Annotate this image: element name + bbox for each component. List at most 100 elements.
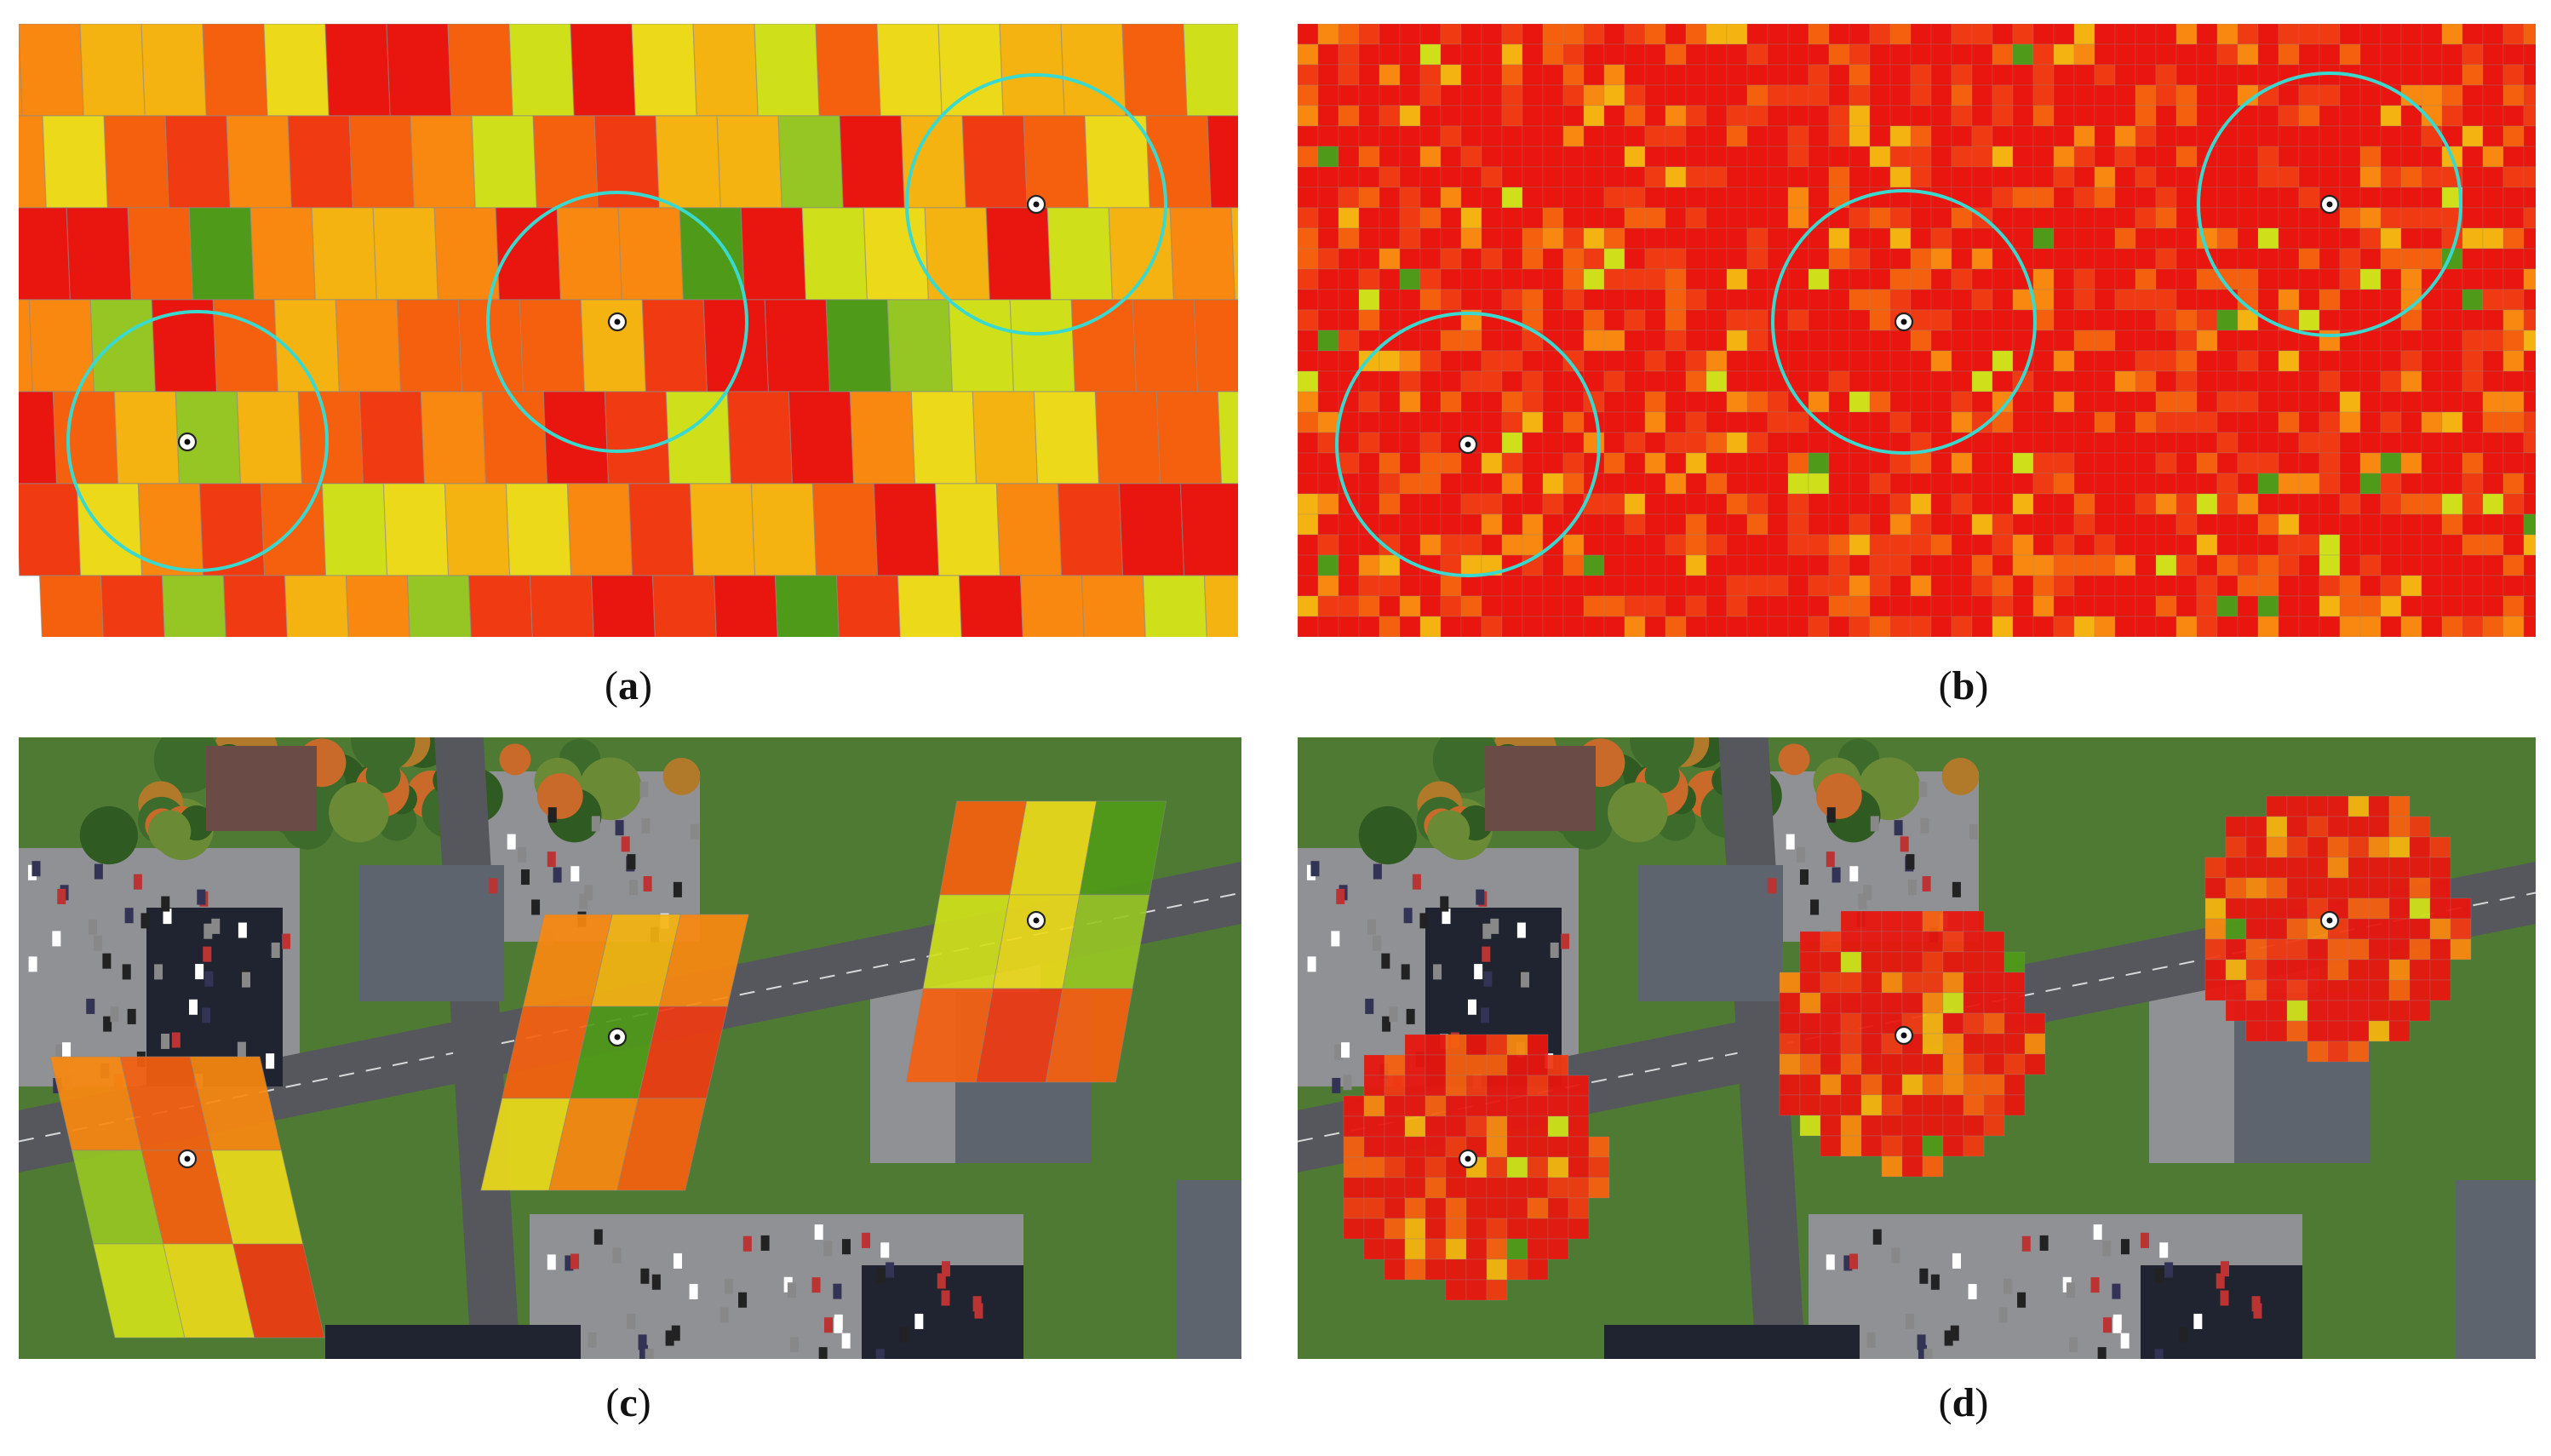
heat-cell bbox=[2196, 64, 2218, 86]
heat-cell bbox=[1501, 534, 1523, 556]
heat-patch-cell bbox=[1527, 1136, 1549, 1158]
heat-cell bbox=[2012, 166, 2034, 188]
heat-cell bbox=[2155, 186, 2177, 209]
heat-cell bbox=[2053, 166, 2075, 188]
heat-cell bbox=[1399, 452, 1421, 474]
heat-patch-cell bbox=[1527, 1258, 1549, 1281]
parked-car bbox=[547, 807, 557, 823]
heat-cell bbox=[2339, 432, 2361, 454]
heat-patch-cell bbox=[2450, 938, 2472, 960]
heat-cell bbox=[2339, 105, 2361, 127]
heat-cell bbox=[1298, 534, 1319, 556]
heat-patch-cell bbox=[2347, 918, 2370, 940]
heat-patch-cell bbox=[2307, 836, 2329, 858]
heat-cell bbox=[1440, 43, 1462, 66]
heat-cell bbox=[2094, 248, 2116, 270]
parked-car bbox=[1332, 1077, 1341, 1093]
parked-car bbox=[188, 999, 198, 1015]
heat-patch-cell bbox=[1901, 1115, 1923, 1137]
heat-cell bbox=[2421, 595, 2443, 617]
heat-cell bbox=[1808, 391, 1830, 413]
heat-cell bbox=[2319, 309, 2341, 331]
heat-patch-cell bbox=[2368, 795, 2390, 817]
heat-patch-cell bbox=[1465, 1238, 1488, 1260]
heat-cell bbox=[249, 207, 316, 301]
heat-cell bbox=[2319, 452, 2341, 474]
heat-cell bbox=[2073, 432, 2095, 454]
heat-patch-cell bbox=[1486, 1075, 1508, 1097]
heat-cell bbox=[2298, 166, 2320, 188]
parked-car bbox=[638, 1334, 647, 1350]
heat-cell bbox=[1930, 84, 1952, 106]
heat-cell bbox=[2196, 493, 2218, 515]
heat-cell bbox=[1746, 575, 1769, 597]
heat-cell bbox=[2523, 452, 2536, 474]
heat-cell bbox=[2278, 105, 2300, 127]
heat-cell bbox=[2237, 146, 2259, 168]
heat-cell bbox=[1460, 105, 1482, 127]
heat-cell bbox=[1583, 575, 1605, 597]
heat-cell bbox=[2237, 370, 2259, 393]
parked-car bbox=[841, 1333, 851, 1349]
heat-cell bbox=[1869, 595, 1891, 617]
building-roof bbox=[325, 1325, 581, 1359]
heat-cell bbox=[1379, 227, 1401, 249]
heat-cell bbox=[1542, 24, 1564, 45]
heat-patch-cell bbox=[1527, 1115, 1549, 1138]
heat-cell bbox=[1869, 207, 1891, 229]
heat-cell bbox=[1358, 268, 1380, 290]
parked-car bbox=[1952, 1253, 1961, 1269]
heat-cell bbox=[1501, 43, 1523, 66]
heat-cell bbox=[1808, 493, 1830, 515]
heat-cell bbox=[1542, 391, 1564, 413]
heat-cell bbox=[2135, 411, 2157, 433]
heat-cell bbox=[1992, 473, 2014, 495]
parked-car bbox=[122, 964, 131, 980]
heat-patch-cell bbox=[1568, 1095, 1590, 1117]
heat-cell bbox=[1317, 207, 1339, 229]
heat-cell bbox=[1317, 105, 1339, 127]
heat-patch-cell bbox=[1486, 1156, 1508, 1178]
heat-cell bbox=[1358, 207, 1380, 229]
heat-patch-cell bbox=[1425, 1115, 1447, 1138]
parked-car bbox=[900, 1327, 909, 1343]
heat-cell bbox=[2482, 452, 2504, 474]
panel-a-circles bbox=[66, 73, 1167, 572]
heat-cell bbox=[958, 575, 1023, 637]
heat-patch-cell bbox=[2307, 1020, 2329, 1042]
location-marker-2 bbox=[1894, 312, 1914, 332]
heat-cell bbox=[1808, 43, 1830, 66]
heat-cell bbox=[2380, 513, 2402, 536]
heat-cell bbox=[2012, 330, 2034, 352]
heat-cell bbox=[1767, 84, 1789, 106]
heat-cell bbox=[1338, 43, 1360, 66]
heat-cell bbox=[2114, 227, 2136, 249]
heat-cell bbox=[1889, 411, 1912, 433]
heat-cell bbox=[1951, 24, 1973, 45]
heat-cell bbox=[1624, 207, 1646, 229]
heat-cell bbox=[1644, 166, 1666, 188]
parked-car bbox=[645, 1349, 654, 1359]
location-marker-3 bbox=[2319, 910, 2340, 931]
heat-cell bbox=[1767, 411, 1789, 433]
heat-cell bbox=[1644, 452, 1666, 474]
heat-cell bbox=[1603, 473, 1625, 495]
heat-cell bbox=[2400, 330, 2422, 352]
heat-cell bbox=[1317, 227, 1339, 249]
heat-cell bbox=[2319, 575, 2341, 597]
heat-cell bbox=[1624, 411, 1646, 433]
parked-car bbox=[937, 1273, 946, 1289]
heat-cell bbox=[1338, 125, 1360, 147]
heat-cell bbox=[2380, 432, 2402, 454]
heat-cell bbox=[1951, 452, 1973, 474]
heat-cell bbox=[2257, 432, 2279, 454]
heat-cell bbox=[2135, 207, 2157, 229]
heat-cell bbox=[2380, 43, 2402, 66]
heat-cell bbox=[1338, 575, 1360, 597]
heat-cell bbox=[1726, 289, 1748, 311]
heat-cell bbox=[2502, 24, 2525, 45]
heat-cell bbox=[1889, 43, 1912, 66]
heat-cell bbox=[1317, 534, 1339, 556]
heat-cell bbox=[1746, 105, 1769, 127]
heat-cell bbox=[1930, 554, 1952, 576]
